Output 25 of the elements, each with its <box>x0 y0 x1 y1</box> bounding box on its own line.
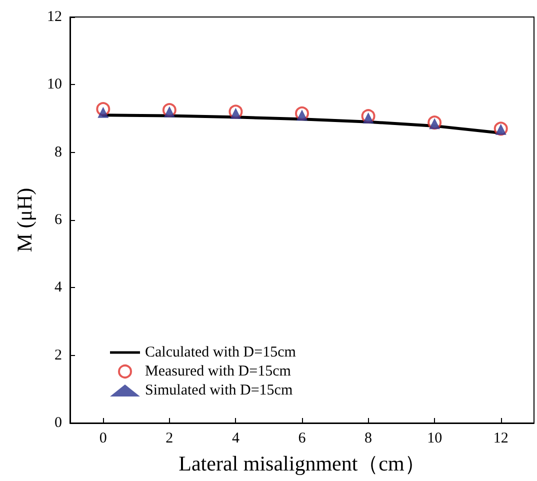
y-tick-label: 2 <box>54 347 62 364</box>
x-tick-label: 2 <box>166 430 174 446</box>
legend-label: Calculated with D=15cm <box>145 344 296 360</box>
x-tick-label: 4 <box>232 430 240 446</box>
x-tick-label: 8 <box>364 430 372 446</box>
x-axis-title: Lateral misalignment（cm） <box>178 452 426 476</box>
y-tick-label: 12 <box>47 9 62 25</box>
point <box>429 118 440 130</box>
y-tick-label: 4 <box>54 280 62 296</box>
y-tick-label: 0 <box>54 415 62 431</box>
point <box>164 106 175 118</box>
legend-label: Simulated with D=15cm <box>145 382 293 398</box>
y-tick-label: 6 <box>54 212 62 228</box>
y-tick-label: 10 <box>47 76 62 93</box>
x-tick-label: 0 <box>99 430 107 446</box>
point <box>230 108 242 119</box>
y-tick-label: 8 <box>54 144 62 160</box>
x-tick-label: 12 <box>493 430 508 446</box>
y-axis-title: M (μH) <box>12 188 36 252</box>
point <box>362 112 374 124</box>
point <box>296 110 308 121</box>
point <box>98 106 109 118</box>
legend-label: Measured with D=15cm <box>145 364 292 380</box>
x-tick-label: 10 <box>427 430 442 446</box>
x-tick-label: 6 <box>298 430 306 446</box>
